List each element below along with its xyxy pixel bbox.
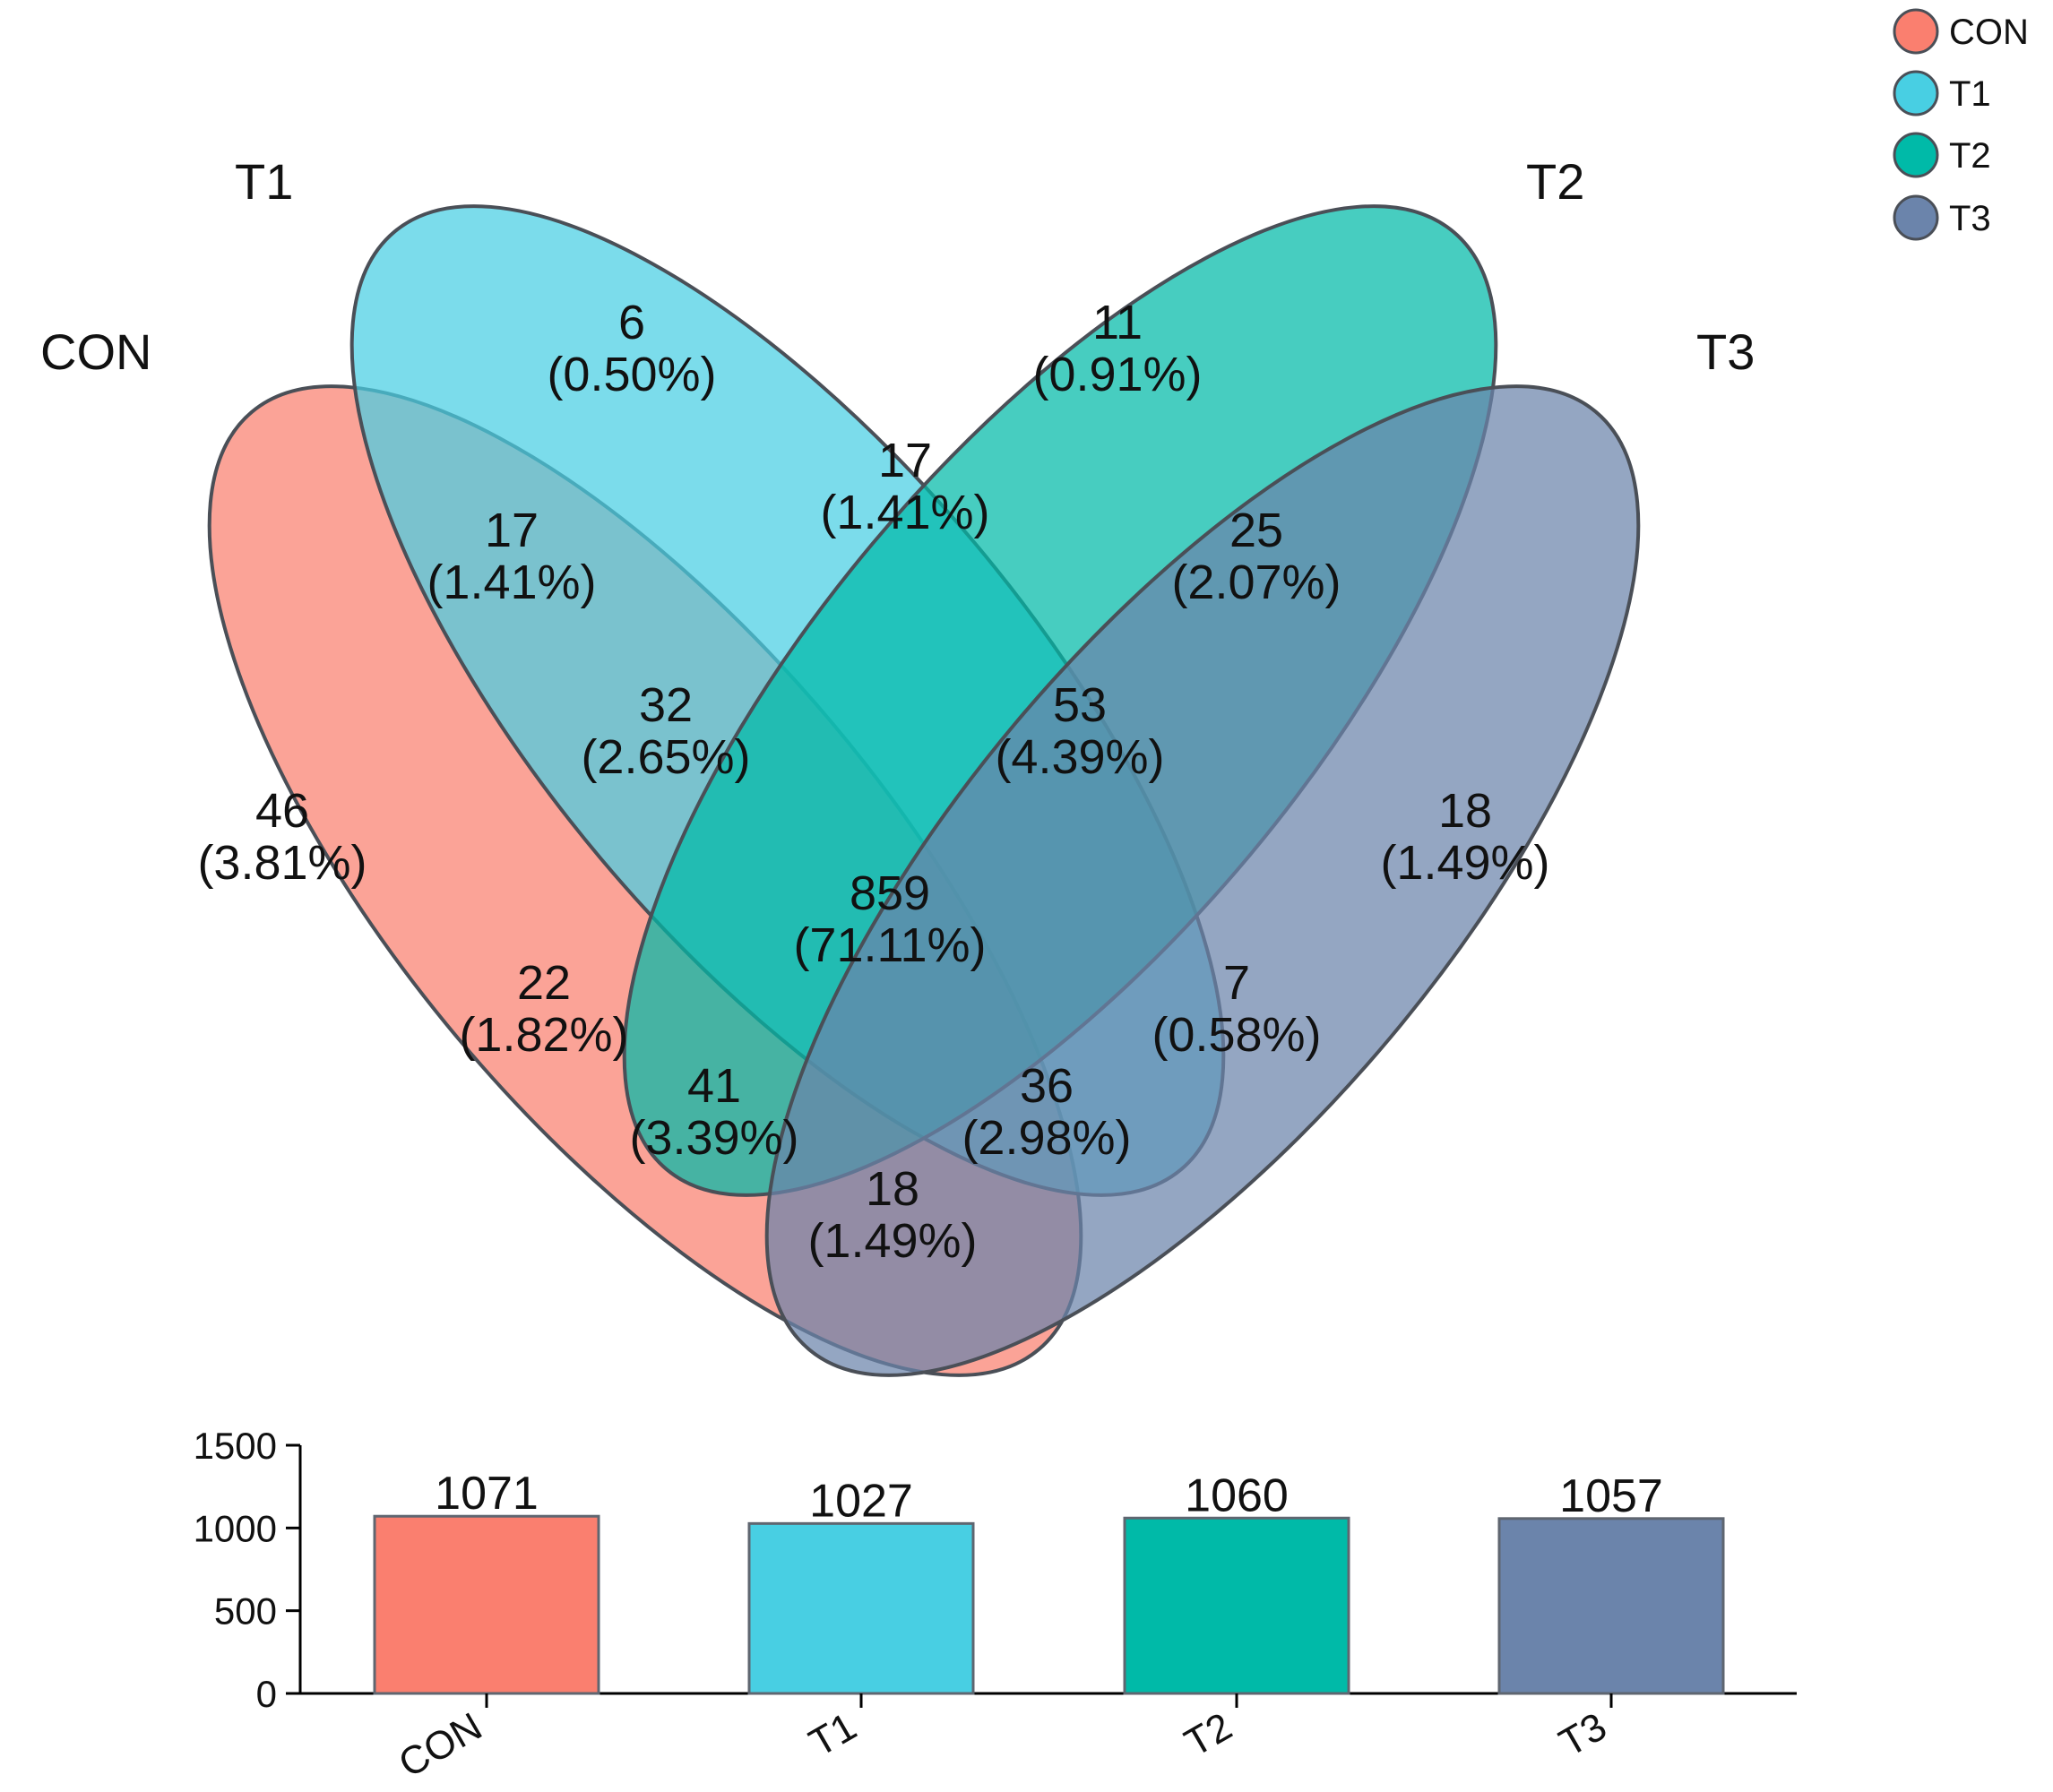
legend: CON T1 T2 T3 bbox=[1893, 8, 2029, 241]
region-count-con-t3: 18 bbox=[866, 1162, 919, 1216]
region-percent-t1-t2-t3: (4.39%) bbox=[995, 730, 1164, 784]
bar-con bbox=[373, 1514, 600, 1695]
x-tick-label-t2: T2 bbox=[1177, 1704, 1239, 1765]
bar-chart: 0 500 1000 1500 1071 1027 1060 1057 CON T1 T2 T3 bbox=[194, 1425, 1797, 1787]
region-count-con-t1: 17 bbox=[485, 504, 539, 557]
region-count-t3: 18 bbox=[1438, 784, 1492, 838]
region-percent-t2-t3: (2.07%) bbox=[1171, 556, 1341, 609]
region-percent-con-t1-t3: (2.98%) bbox=[962, 1111, 1131, 1165]
x-ticks: CON T1 T2 T3 bbox=[392, 1693, 1614, 1787]
legend-label-t2: T2 bbox=[1949, 136, 1991, 176]
set-label-con: CON bbox=[40, 323, 151, 380]
region-count-con-t2-t3: 41 bbox=[687, 1059, 741, 1113]
region-count-t2: 11 bbox=[1092, 296, 1143, 349]
legend-swatch-t1 bbox=[1893, 70, 1939, 116]
region-percent-t1-t3: (0.58%) bbox=[1152, 1008, 1321, 1062]
bars: 1071 1027 1060 1057 bbox=[373, 1468, 1725, 1695]
y-tick-label-1000: 1000 bbox=[194, 1507, 277, 1549]
bar-value-label-t2: 1060 bbox=[1185, 1469, 1289, 1521]
venn-set-labels: CON T1 T2 T3 bbox=[40, 153, 1755, 380]
region-percent-t1-t2: (1.41%) bbox=[820, 486, 989, 539]
region-count-con-t1-t3: 36 bbox=[1020, 1059, 1074, 1113]
region-percent-con-t3: (1.49%) bbox=[807, 1214, 977, 1268]
region-percent-con-t2-t3: (3.39%) bbox=[629, 1111, 798, 1165]
region-count-con-t1-t2-t3: 859 bbox=[850, 866, 930, 920]
legend-swatch-t3 bbox=[1893, 194, 1939, 241]
y-tick-label-500: 500 bbox=[214, 1590, 277, 1633]
venn-ellipse-t3 bbox=[764, 384, 1641, 1377]
region-percent-con-t2: (1.82%) bbox=[459, 1008, 628, 1062]
region-count-con: 46 bbox=[255, 784, 309, 838]
region-percent-con-t1-t2: (2.65%) bbox=[581, 730, 750, 784]
region-count-t1-t3: 7 bbox=[1223, 956, 1250, 1010]
set-label-t3: T3 bbox=[1696, 323, 1755, 380]
region-percent-con: (3.81%) bbox=[197, 836, 367, 890]
region-count-con-t1-t2: 32 bbox=[639, 678, 693, 732]
legend-swatch-t2 bbox=[1893, 132, 1939, 178]
set-label-t2: T2 bbox=[1526, 153, 1584, 210]
x-tick-label-con: CON bbox=[392, 1704, 489, 1786]
set-label-t1: T1 bbox=[235, 153, 293, 210]
region-percent-con-t1: (1.41%) bbox=[427, 556, 596, 609]
legend-label-con: CON bbox=[1949, 13, 2029, 52]
region-count-t1-t2-t3: 53 bbox=[1053, 678, 1107, 732]
bar-t3 bbox=[1497, 1517, 1725, 1695]
region-count-con-t2: 22 bbox=[517, 956, 571, 1010]
y-ticks: 0 500 1000 1500 bbox=[194, 1425, 300, 1715]
region-count-t1: 6 bbox=[618, 296, 645, 349]
venn-diagram: CON T1 T2 T3 6(0.50%)11(0.91%)17(1.41%)1… bbox=[40, 153, 1755, 1377]
region-percent-t3: (1.49%) bbox=[1380, 836, 1549, 890]
legend-label-t3: T3 bbox=[1949, 199, 1991, 238]
venn-region-labels: 6(0.50%)11(0.91%)17(1.41%)17(1.41%)25(2.… bbox=[197, 296, 1549, 1268]
region-percent-t1: (0.50%) bbox=[547, 348, 716, 401]
bar-t1 bbox=[747, 1521, 975, 1695]
bar-value-label-t3: 1057 bbox=[1559, 1470, 1663, 1522]
legend-label-t1: T1 bbox=[1949, 74, 1991, 114]
y-tick-label-0: 0 bbox=[256, 1673, 277, 1715]
x-tick-label-t1: T1 bbox=[802, 1704, 864, 1765]
region-count-t2-t3: 25 bbox=[1229, 504, 1283, 557]
y-tick-label-1500: 1500 bbox=[194, 1425, 277, 1467]
venn-ellipses bbox=[207, 204, 1641, 1377]
legend-swatch-con bbox=[1893, 8, 1939, 55]
bar-t2 bbox=[1123, 1516, 1350, 1695]
region-percent-con-t1-t2-t3: (71.11%) bbox=[793, 918, 986, 972]
region-percent-t2: (0.91%) bbox=[1032, 348, 1202, 401]
x-tick-label-t3: T3 bbox=[1552, 1704, 1614, 1765]
region-count-t1-t2: 17 bbox=[878, 434, 932, 487]
bar-value-label-t1: 1027 bbox=[809, 1475, 913, 1527]
bar-value-label-con: 1071 bbox=[435, 1468, 539, 1520]
